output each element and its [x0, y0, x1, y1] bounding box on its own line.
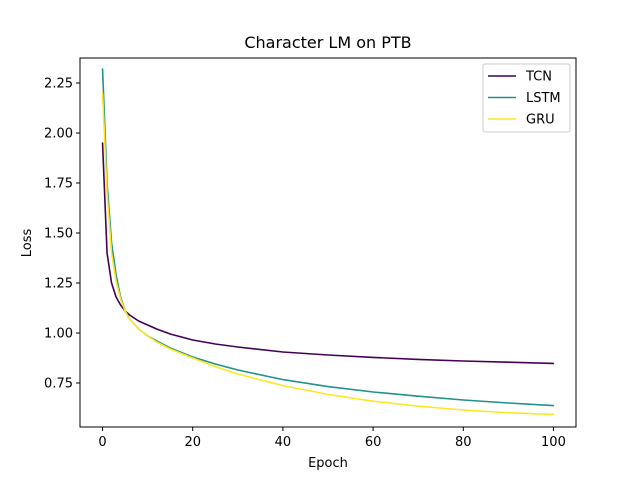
legend-label-gru: GRU [526, 113, 555, 128]
plot-frame [79, 57, 577, 428]
x-tick-label: 60 [365, 435, 382, 450]
series-line-tcn [101, 142, 555, 365]
y-tick-label: 1.25 [44, 277, 73, 292]
x-tick-label: 0 [98, 435, 106, 450]
chart-title: Character LM on PTB [244, 33, 411, 52]
series-lines [101, 68, 555, 416]
y-tick-label: 2.00 [44, 127, 73, 142]
x-axis-label: Epoch [308, 456, 348, 471]
y-tick-label: 1.50 [44, 227, 73, 242]
legend: TCN LSTM GRU [482, 63, 571, 133]
y-axis: 0.75 1.00 1.25 1.50 1.75 2.00 2.25 [44, 77, 80, 392]
y-axis-label: Loss [20, 229, 35, 258]
x-tick-label: 80 [455, 435, 472, 450]
y-tick-label: 1.75 [44, 177, 73, 192]
x-tick-label: 40 [275, 435, 292, 450]
y-tick-label: 1.00 [44, 327, 73, 342]
y-tick-label: 2.25 [44, 77, 73, 92]
x-axis: 0 20 40 60 80 100 [98, 427, 566, 450]
legend-label-tcn: TCN [525, 70, 552, 85]
y-tick-label: 0.75 [44, 377, 73, 392]
x-tick-label: 100 [541, 435, 566, 450]
legend-box [482, 63, 571, 133]
series-line-lstm [101, 68, 555, 407]
legend-label-lstm: LSTM [526, 91, 561, 106]
series-line-gru [101, 92, 555, 416]
x-tick-label: 20 [184, 435, 201, 450]
